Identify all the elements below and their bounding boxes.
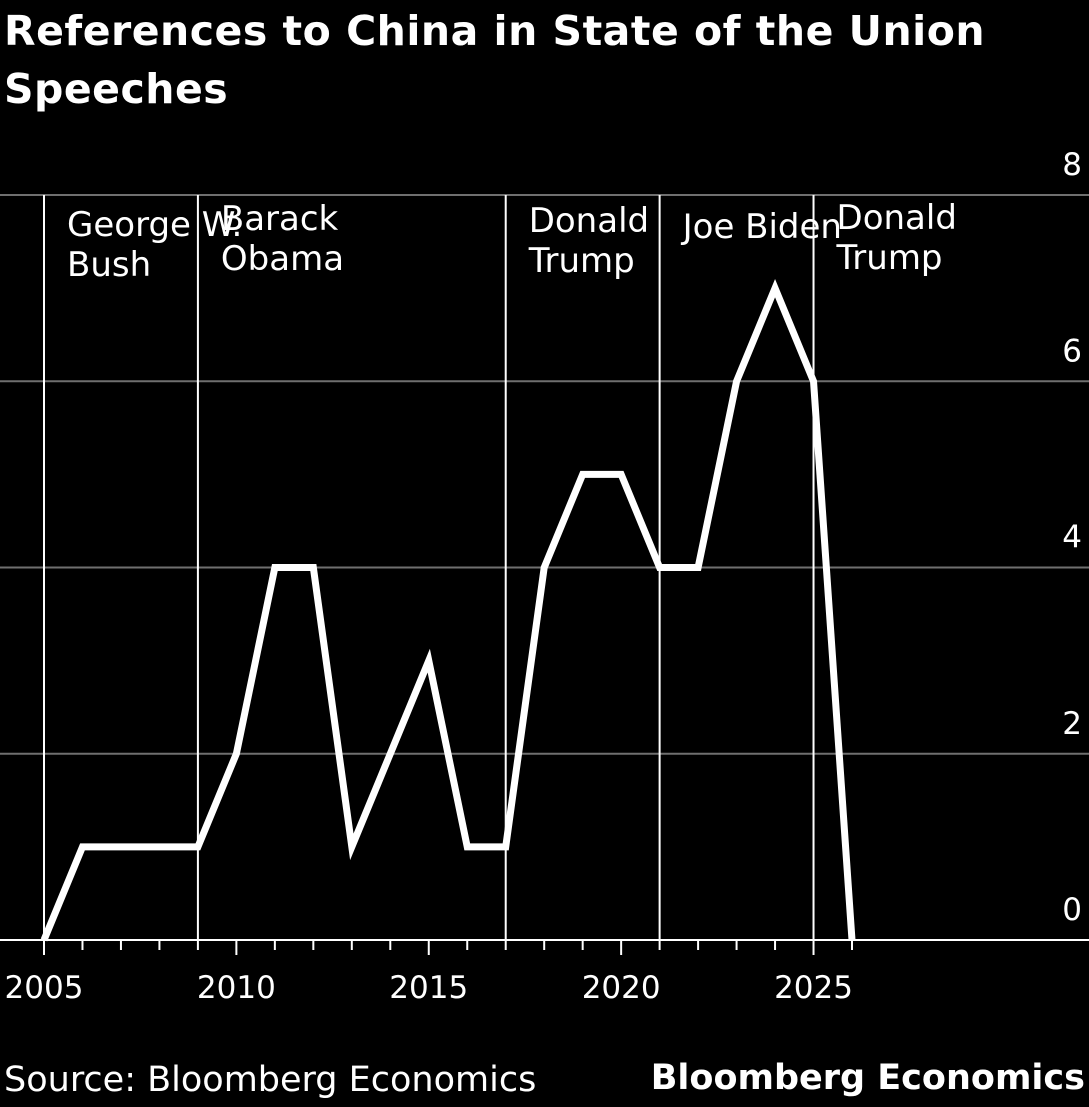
chart-title: References to China in State of the Unio…	[4, 7, 986, 113]
series-group	[40, 278, 856, 942]
president-label-line: Joe Biden	[681, 207, 842, 247]
president-label-line: Donald	[837, 198, 957, 238]
president-label-line: Donald	[529, 201, 649, 241]
x-tick-label-2005: 2005	[5, 970, 84, 1006]
brand-logo-text: Bloomberg Economics	[650, 1058, 1085, 1098]
x-tick-label-2015: 2015	[389, 970, 468, 1006]
president-label: Donald Trump	[836, 198, 957, 278]
president-label: Joe Biden	[681, 207, 842, 247]
series-line-0	[40, 278, 856, 942]
x-axis-tick-labels: 2005 2010 2015 2020 2025	[5, 970, 853, 1006]
y-tick-label-2: 2	[1062, 706, 1082, 742]
x-tick-label-2025: 2025	[774, 970, 853, 1006]
president-label-line: Obama	[221, 239, 344, 279]
y-tick-label-0: 0	[1062, 892, 1082, 928]
source-note: Source: Bloomberg Economics	[4, 1060, 537, 1100]
president-label: Donald Trump	[528, 201, 649, 281]
y-tick-label-8: 8	[1062, 147, 1082, 183]
president-label-line: Barack	[221, 199, 339, 239]
president-label-line: Bush	[67, 245, 151, 285]
x-axis-ticks	[43, 940, 853, 955]
y-tick-label-6: 6	[1062, 333, 1082, 369]
president-label-line: Trump	[836, 238, 943, 278]
y-axis-tick-labels: 0 2 4 6 8	[1062, 147, 1082, 928]
president-label: George W. Bush	[67, 205, 242, 285]
y-tick-label-4: 4	[1062, 520, 1082, 556]
president-label-line: Trump	[528, 241, 635, 281]
gridlines	[0, 194, 1089, 755]
x-tick-label-2020: 2020	[582, 970, 661, 1006]
president-label: Barack Obama	[221, 199, 344, 279]
president-label-line: George W.	[67, 205, 242, 245]
x-tick-label-2010: 2010	[197, 970, 276, 1006]
